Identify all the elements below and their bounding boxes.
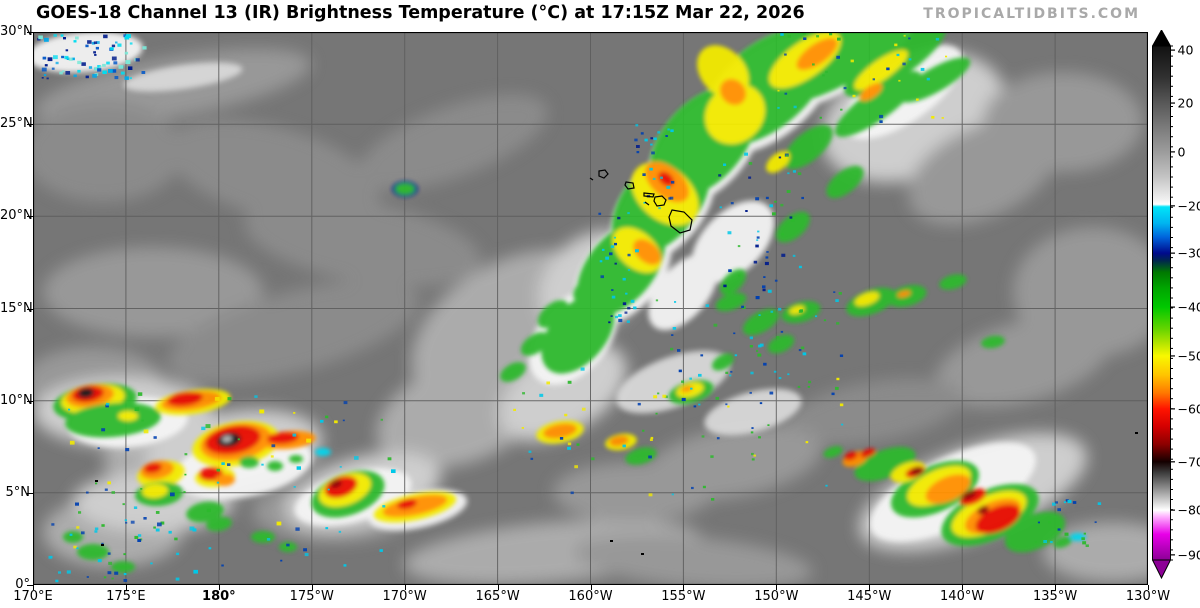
x-tick-label: 160°W (568, 589, 613, 604)
y-tick (27, 308, 33, 310)
x-tick (125, 585, 127, 590)
colorbar-label: −70 (1178, 454, 1200, 469)
x-tick (1148, 585, 1149, 590)
colorbar-label: −30 (1178, 246, 1200, 261)
y-tick-label: 30°N (0, 24, 33, 39)
y-tick-label: 0° (15, 577, 30, 592)
x-tick-label: 135°W (1033, 589, 1078, 604)
y-tick-label: 15°N (0, 300, 33, 316)
colorbar-label: 20 (1178, 96, 1194, 111)
y-tick (27, 492, 33, 494)
x-tick (311, 585, 313, 590)
y-tick-label: 20°N (0, 208, 33, 224)
colorbar-label: −50 (1178, 348, 1200, 363)
colorbar-label: −80 (1178, 503, 1200, 518)
y-tick-label: 25°N (0, 116, 33, 132)
x-tick-label: 155°W (661, 589, 706, 604)
satellite-image-canvas (33, 32, 1148, 585)
x-tick (33, 585, 34, 590)
colorbar-label: −40 (1178, 300, 1200, 315)
x-tick (497, 585, 499, 590)
x-tick-label: 180° (202, 589, 236, 604)
satellite-map (33, 32, 1148, 585)
x-tick-label: 130°W (1125, 589, 1171, 604)
x-tick-label: 170°W (382, 589, 427, 604)
x-tick (404, 585, 406, 590)
watermark-tropicaltidbits: TROPICALTIDBITS.COM (923, 6, 1140, 22)
y-tick (27, 124, 33, 126)
y-tick-label: 10°N (0, 392, 33, 408)
x-tick-label: 140°W (940, 589, 985, 604)
x-tick-label: 175°W (289, 589, 334, 604)
page-title: GOES-18 Channel 13 (IR) Brightness Tempe… (36, 3, 805, 23)
x-tick (962, 585, 964, 590)
y-tick (27, 400, 33, 402)
y-tick (27, 32, 33, 33)
colorbar-label: 0 (1178, 144, 1186, 159)
x-tick (683, 585, 685, 590)
colorbar-label: −60 (1178, 401, 1200, 416)
x-tick-label: 170°E (13, 589, 53, 604)
x-tick-label: 150°W (754, 589, 799, 604)
temperature-colorbar: 40 20 0 −20 −30 −40 −50 −60 −70 −80 −90 (1151, 28, 1200, 586)
y-tick-label: 5°N (5, 484, 31, 500)
x-tick (218, 585, 220, 590)
x-tick (1055, 585, 1057, 590)
x-tick-label: 145°W (847, 589, 892, 604)
x-tick (869, 585, 871, 590)
colorbar-label: −20 (1178, 198, 1200, 213)
x-tick (776, 585, 778, 590)
x-tick-label: 175°E (106, 589, 146, 604)
x-tick-label: 165°W (475, 589, 520, 604)
colorbar-canvas: 40 20 0 −20 −30 −40 −50 −60 −70 −80 −90 (1151, 28, 1200, 580)
colorbar-label: −90 (1178, 547, 1200, 562)
y-tick (27, 216, 33, 218)
x-tick (590, 585, 592, 590)
colorbar-label: 40 (1178, 43, 1194, 58)
y-tick (27, 585, 33, 586)
